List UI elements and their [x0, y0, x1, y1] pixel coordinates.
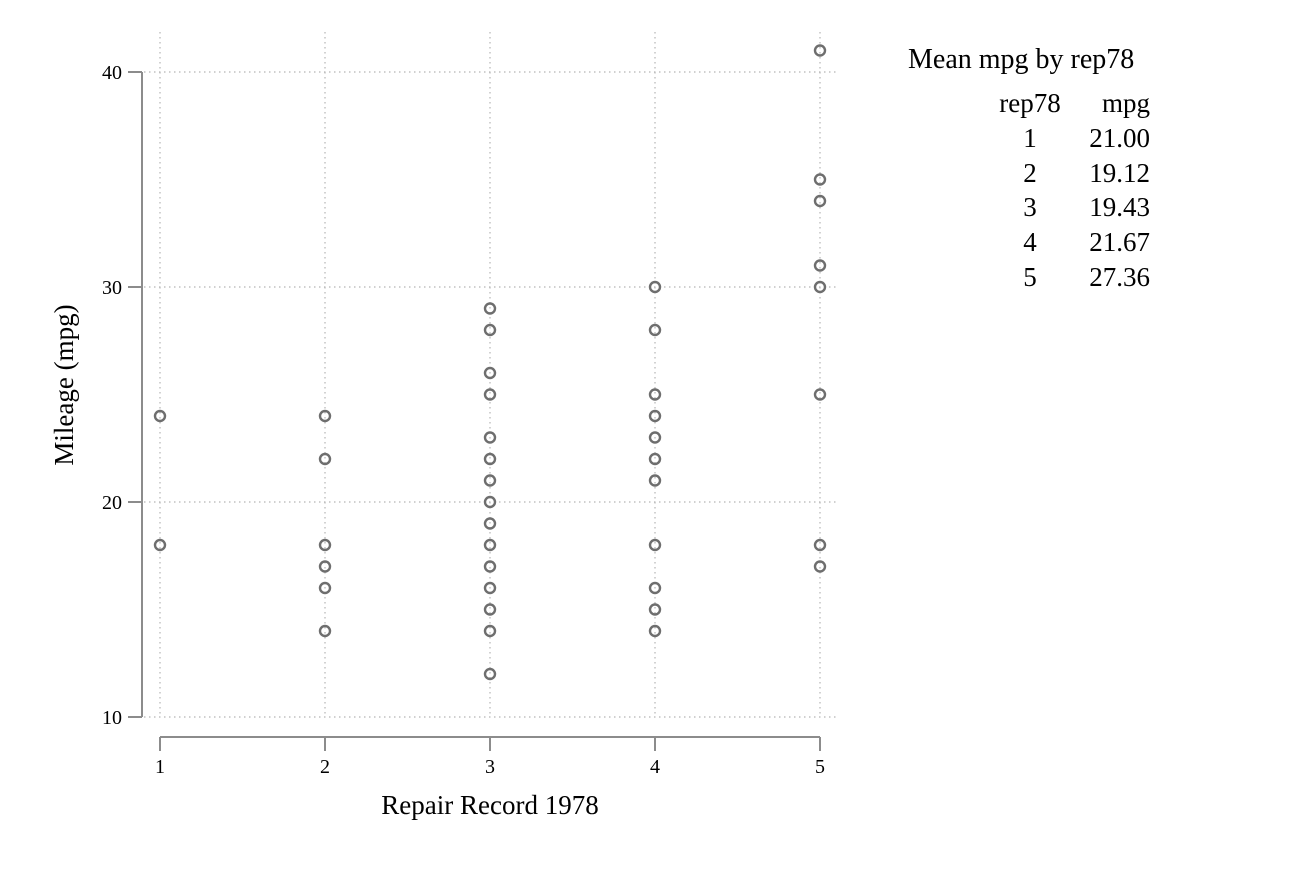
- data-point: [483, 538, 497, 552]
- data-point: [483, 517, 497, 530]
- data-point: [153, 538, 167, 552]
- data-point: [813, 560, 827, 573]
- data-point: [153, 409, 167, 423]
- x-tick-label: 1: [155, 756, 165, 778]
- summary-header-row: rep78 mpg: [994, 86, 1150, 121]
- data-point: [483, 603, 497, 616]
- data-point: [318, 452, 332, 466]
- data-point: [648, 581, 662, 595]
- data-point: [813, 44, 827, 57]
- data-point: [483, 388, 497, 401]
- data-point: [813, 259, 827, 272]
- data-point: [483, 302, 497, 315]
- data-point: [813, 538, 827, 552]
- data-point: [813, 194, 827, 208]
- summary-cell-rep78: 2: [1023, 157, 1037, 188]
- data-point: [483, 366, 497, 380]
- y-tick-label: 10: [102, 707, 122, 729]
- summary-row: 4 21.67: [994, 225, 1150, 260]
- data-point: [483, 667, 497, 681]
- data-point: [648, 323, 662, 337]
- data-point: [483, 560, 497, 573]
- summary-panel: Mean mpg by rep78 rep78 mpg 1 21.00 2 19…: [908, 40, 1150, 295]
- y-tick-label: 40: [102, 62, 122, 84]
- data-point: [318, 560, 332, 573]
- summary-header-mpg: mpg: [1101, 88, 1150, 118]
- summary-cell-mpg: 21.00: [1089, 122, 1150, 153]
- summary-header-rep78: rep78: [999, 88, 1061, 118]
- summary-cell-mpg: 19.12: [1089, 157, 1150, 188]
- summary-row: 5 27.36: [994, 260, 1150, 295]
- data-point: [483, 452, 497, 466]
- data-point: [648, 280, 662, 294]
- x-tick-label: 4: [650, 756, 660, 778]
- data-point: [318, 538, 332, 552]
- summary-cell-rep78: 3: [1023, 192, 1037, 223]
- data-points: [153, 44, 827, 681]
- data-point: [648, 474, 662, 487]
- grid-lines: [144, 32, 838, 718]
- data-point: [483, 474, 497, 487]
- summary-row: 3 19.43: [994, 190, 1150, 225]
- summary-cell-mpg: 21.67: [1089, 227, 1150, 258]
- data-point: [648, 431, 662, 444]
- data-point: [483, 495, 497, 509]
- summary-cell-mpg: 27.36: [1089, 261, 1150, 292]
- summary-cell-rep78: 5: [1023, 261, 1037, 292]
- x-tick-label: 2: [320, 756, 330, 778]
- data-point: [813, 173, 827, 186]
- y-tick-label: 30: [102, 277, 122, 299]
- x-axis-title: Repair Record 1978: [381, 790, 598, 820]
- data-point: [648, 624, 662, 638]
- y-tick-label: 20: [102, 492, 122, 514]
- x-tick-label: 3: [485, 756, 495, 778]
- data-point: [483, 431, 497, 444]
- summary-title: Mean mpg by rep78: [908, 44, 1135, 75]
- summary-cell-rep78: 4: [1023, 227, 1037, 258]
- data-point: [318, 624, 332, 638]
- data-point: [318, 581, 332, 595]
- summary-cell-rep78: 1: [1023, 122, 1037, 153]
- scatter-chart: 10 20 30 40 1 2 3 4 5 Repair Record 1978 Mileage…: [49, 32, 838, 820]
- summary-row: 2 19.12: [994, 156, 1150, 191]
- data-point: [318, 409, 332, 423]
- data-point: [648, 452, 662, 466]
- data-point: [648, 388, 662, 401]
- data-point: [483, 624, 497, 638]
- data-point: [483, 323, 497, 337]
- summary-row: 1 21.00: [994, 121, 1150, 156]
- axes: 10 20 30 40 1 2 3 4 5: [102, 62, 825, 778]
- summary-table: rep78 mpg 1 21.00 2 19.12 3 19.43 4 21.6…: [994, 86, 1150, 295]
- data-point: [648, 409, 662, 423]
- data-point: [483, 581, 497, 595]
- data-point: [813, 388, 827, 401]
- summary-cell-mpg: 19.43: [1089, 192, 1150, 223]
- data-point: [648, 538, 662, 552]
- data-point: [648, 603, 662, 616]
- x-tick-label: 5: [815, 756, 825, 778]
- data-point: [813, 280, 827, 294]
- y-axis-title: Mileage (mpg): [49, 304, 79, 465]
